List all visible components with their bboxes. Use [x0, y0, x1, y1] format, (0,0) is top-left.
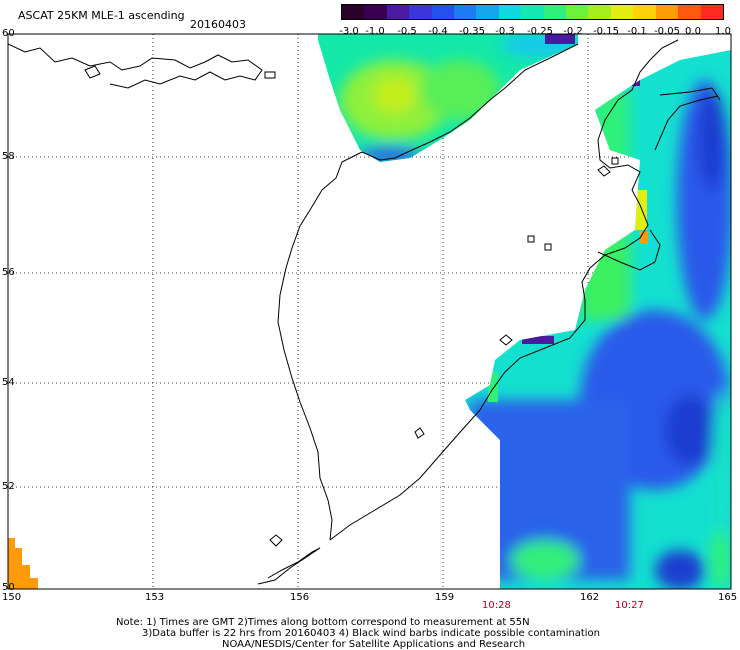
colorbar-labels: -3.0 -1.0 -0.5 -0.4 -0.35 -0.3 -0.25 -0.… [335, 26, 735, 38]
footnote-line: Note: 1) Times are GMT 2)Times along bot… [116, 617, 530, 628]
colorbar-swatch [476, 5, 499, 19]
lon-label: 150 [2, 592, 22, 603]
lon-label: 159 [435, 592, 455, 603]
coastlines [8, 39, 721, 585]
lon-label: 153 [145, 592, 165, 603]
pass-time: 10:27 [615, 600, 644, 611]
colorbar-label: -0.4 [428, 26, 448, 37]
north-swath [318, 34, 578, 162]
colorbar-swatch [364, 5, 387, 19]
lat-label: 60 [2, 28, 15, 39]
lat-label: 52 [2, 481, 15, 492]
pass-time: 10:28 [482, 600, 511, 611]
colorbar-swatch [588, 5, 611, 19]
colorbar-label: -0.5 [397, 26, 417, 37]
colorbar-swatch [700, 5, 723, 19]
lat-label: 50 [2, 582, 15, 593]
colorbar-swatch [655, 5, 679, 19]
colorbar-swatch [678, 5, 701, 19]
colorbar-label: -0.25 [527, 26, 553, 37]
east-swath [465, 50, 731, 589]
plot-frame [7, 33, 732, 590]
colorbar-swatch [431, 5, 455, 19]
colorbar-label: -0.35 [459, 26, 485, 37]
map-title: ASCAT 25KM MLE-1 ascending [18, 9, 185, 22]
colorbar-swatch [610, 5, 634, 19]
lon-label: 165 [718, 592, 738, 603]
colorbar-swatch [521, 5, 544, 19]
colorbar-swatch [633, 5, 656, 19]
colorbar-label: -0.2 [563, 26, 583, 37]
lon-label: 156 [290, 592, 310, 603]
colorbar-label: 0.0 [685, 26, 701, 37]
colorbar-swatch [454, 5, 477, 19]
colorbar [341, 4, 724, 20]
colorbar-label: -0.1 [627, 26, 647, 37]
colorbar-swatch [543, 5, 567, 19]
colorbar-label: -0.15 [593, 26, 619, 37]
lon-label: 162 [580, 592, 600, 603]
colorbar-label: 1.0 [715, 26, 731, 37]
map-date: 20160403 [190, 18, 246, 31]
colorbar-swatch [342, 5, 365, 19]
colorbar-swatch [409, 5, 432, 19]
southwest-patch [8, 538, 38, 589]
colorbar-label: -1.0 [365, 26, 385, 37]
footnote-line: NOAA/NESDIS/Center for Satellite Applica… [222, 639, 526, 650]
lat-label: 56 [2, 267, 15, 278]
lat-label: 54 [2, 377, 15, 388]
colorbar-swatch [498, 5, 522, 19]
lat-label: 58 [2, 151, 15, 162]
colorbar-label: -0.3 [495, 26, 515, 37]
colorbar-label: -3.0 [339, 26, 359, 37]
colorbar-label: -0.05 [654, 26, 680, 37]
colorbar-swatch [566, 5, 589, 19]
colorbar-swatch [386, 5, 410, 19]
footnote-line: 3)Data buffer is 22 hrs from 20160403 4)… [142, 628, 600, 639]
